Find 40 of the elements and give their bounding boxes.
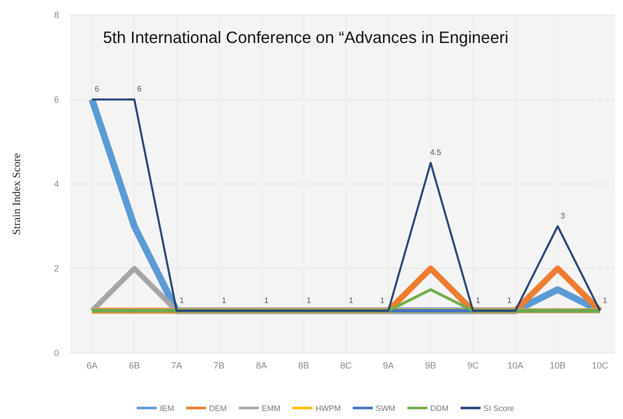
data-label: 4.5: [430, 148, 442, 157]
legend-label: SWM: [376, 404, 396, 413]
data-label: 6: [137, 84, 142, 94]
y-tick-label: 8: [54, 10, 59, 20]
x-tick-label: 10A: [507, 360, 524, 370]
x-tick-label: 10B: [550, 360, 566, 370]
data-label: 1: [222, 296, 227, 305]
data-label: 1: [380, 296, 386, 305]
y-tick-label: 4: [54, 178, 59, 189]
data-label: 6: [94, 84, 100, 94]
data-label: 1: [179, 296, 184, 305]
x-tick-label: 8B: [298, 360, 310, 370]
legend-label: DEM: [208, 404, 228, 413]
x-tick-label: 7A: [171, 360, 182, 370]
x-tick-label: 9A: [382, 360, 394, 370]
data-label: 1: [507, 296, 512, 305]
legend-label: IEM: [160, 404, 174, 413]
x-tick-label: 8C: [340, 360, 352, 370]
legend-label: EMM: [262, 404, 281, 413]
data-label: 1: [602, 296, 608, 305]
x-tick-label: 9C: [467, 360, 480, 370]
legend-label: SI Score: [484, 404, 515, 413]
data-label: 3: [560, 211, 566, 220]
x-tick-label: 6B: [128, 360, 140, 370]
x-tick-label: 7B: [213, 360, 225, 370]
data-label: 1: [306, 296, 312, 305]
x-tick-label: 8A: [256, 360, 267, 370]
y-tick-label: 0: [54, 348, 59, 358]
data-label: 1: [264, 296, 270, 305]
text: 5th International Conference on “Advances in Engineeri: [103, 29, 508, 47]
x-tick-label: 10C: [592, 360, 609, 370]
legend-label: DDM: [430, 404, 449, 413]
data-label: 1: [348, 296, 354, 305]
legend-label: HWPM: [315, 404, 342, 413]
y-axis-title: Strain Index Score: [11, 152, 23, 235]
x-tick-label: 6A: [86, 360, 98, 370]
y-tick-label: 6: [54, 94, 59, 104]
x-tick-label: 9B: [425, 360, 436, 370]
y-tick-label: 2: [54, 263, 59, 274]
data-label: 1: [476, 296, 481, 305]
